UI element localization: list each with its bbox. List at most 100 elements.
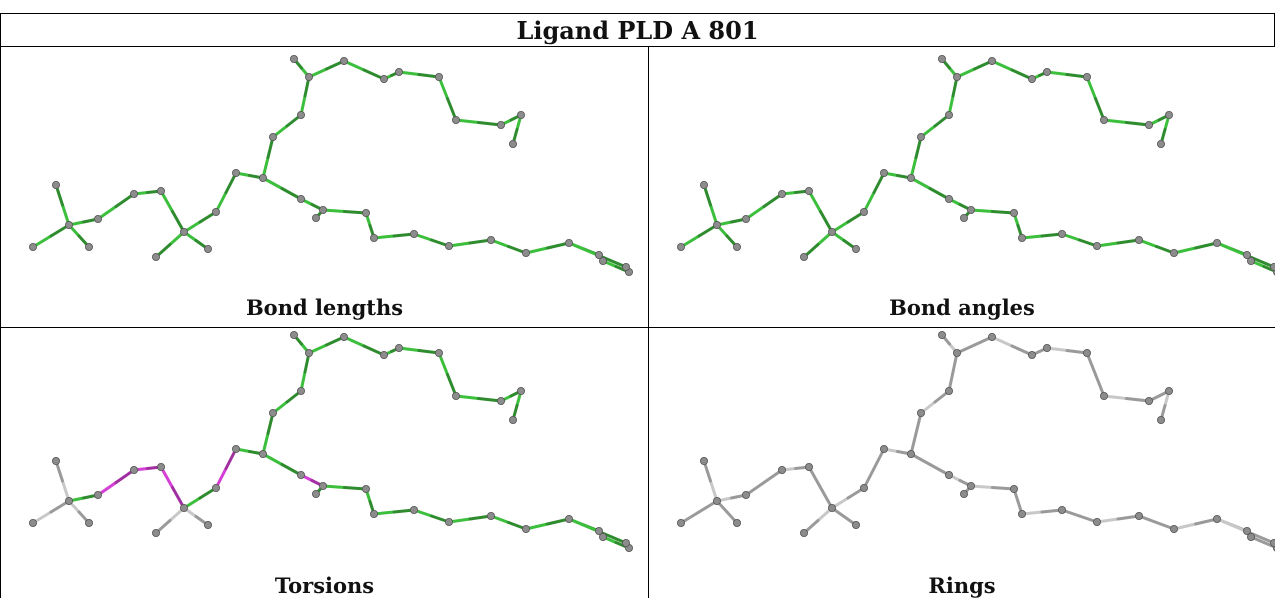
atom (916, 409, 925, 418)
atom (517, 387, 526, 396)
atom (987, 56, 996, 65)
atom (129, 465, 138, 474)
bond (1215, 241, 1247, 257)
atom (799, 528, 808, 537)
atom (1042, 67, 1051, 76)
atom (156, 186, 165, 195)
atom (1165, 387, 1174, 396)
atom (52, 456, 61, 465)
atom (777, 465, 786, 474)
atom (1082, 348, 1091, 357)
atom (318, 205, 327, 214)
atom (522, 524, 531, 533)
atom (599, 532, 608, 541)
atom (851, 244, 860, 253)
atom (599, 256, 608, 265)
atom (434, 72, 443, 81)
atom (94, 490, 103, 499)
atom (733, 518, 742, 527)
atom (676, 518, 685, 527)
atom (622, 262, 631, 271)
atom (937, 331, 946, 339)
atom (517, 111, 526, 120)
atom (508, 416, 517, 425)
atom (451, 116, 460, 125)
atom (1027, 74, 1036, 83)
atom (1134, 511, 1143, 520)
atom (742, 490, 751, 499)
atom (311, 213, 320, 222)
atom (676, 242, 685, 251)
atom (1092, 517, 1101, 526)
atom (1144, 121, 1153, 130)
atom (1082, 72, 1091, 81)
atom (409, 229, 418, 238)
atom (496, 121, 505, 130)
atom (268, 133, 277, 142)
atom (339, 56, 348, 65)
atom (777, 189, 786, 198)
atom (1017, 509, 1026, 518)
atom (296, 194, 305, 203)
atom (733, 242, 742, 251)
atom (231, 169, 240, 178)
atom (827, 503, 836, 512)
atom (944, 470, 953, 479)
atom (565, 238, 574, 247)
atom (444, 517, 453, 526)
atom (1134, 235, 1143, 244)
bond (567, 517, 599, 533)
atom (289, 331, 298, 339)
panel-rings: Rings (649, 327, 1275, 598)
atom (804, 186, 813, 195)
atom (879, 169, 888, 178)
atom (211, 483, 220, 492)
panel-caption: Rings (928, 573, 996, 598)
atom (311, 489, 320, 498)
bond (567, 241, 599, 257)
panel-grid: Bond lengths Bond angles Torsions Rings (0, 46, 1275, 598)
atom (1099, 392, 1108, 401)
atom (65, 496, 74, 505)
bond (1215, 517, 1247, 533)
atom (1270, 539, 1275, 547)
atom (1165, 111, 1174, 120)
atom (268, 409, 277, 418)
atom (916, 133, 925, 142)
atom (966, 205, 975, 214)
atom (296, 470, 305, 479)
atom (859, 483, 868, 492)
atom (851, 520, 860, 529)
atom (987, 333, 996, 341)
atom (1017, 233, 1026, 242)
atom (369, 233, 378, 242)
atom (28, 242, 37, 251)
atom (203, 244, 212, 253)
atom (700, 180, 709, 189)
atom (179, 227, 188, 236)
atom (1092, 241, 1101, 250)
atom (1243, 526, 1252, 535)
atom (1243, 250, 1252, 259)
atom (879, 445, 888, 454)
molecule-graph (28, 54, 634, 276)
molecule-graph (676, 54, 1275, 276)
molecule-rings (676, 331, 1275, 552)
molecule-graph (28, 331, 634, 552)
atom (799, 252, 808, 261)
atom (859, 207, 868, 216)
atom (713, 496, 722, 505)
atom (622, 538, 631, 547)
atom (203, 520, 212, 529)
atom (1213, 514, 1222, 523)
atom (211, 207, 220, 216)
panel-bond-angles: Bond angles (649, 46, 1275, 327)
atom (944, 194, 953, 203)
atom (1170, 524, 1179, 533)
atom (1247, 256, 1256, 265)
atom (595, 250, 604, 259)
atom (944, 387, 953, 396)
molecule-bond-angles (676, 54, 1275, 276)
molecule-graph (676, 331, 1275, 552)
